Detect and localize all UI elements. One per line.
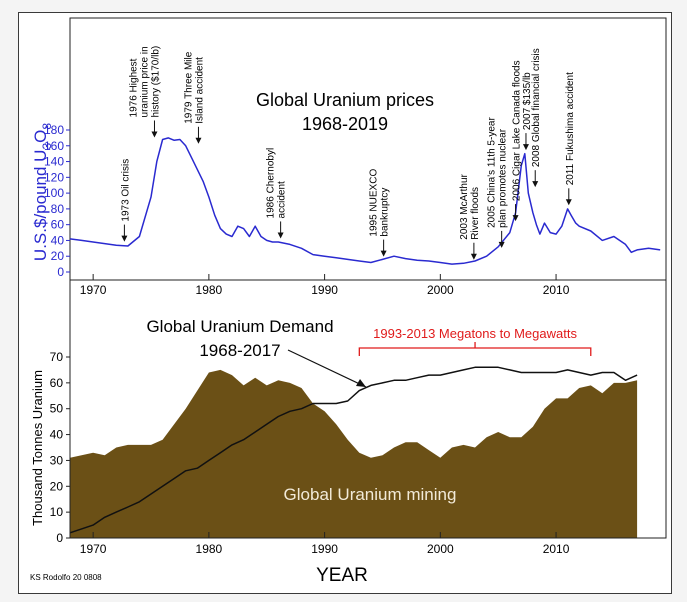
annotation-arrowhead bbox=[151, 131, 158, 138]
demand-x-tick-label: 1980 bbox=[196, 542, 223, 556]
demand-chart-title: Global Uranium Demand bbox=[146, 317, 333, 336]
annotation-label: 2006 Cigar Lake Canada floods bbox=[512, 60, 523, 201]
annotation-label: 2003 McArthur bbox=[459, 173, 470, 239]
annotation-arrowhead bbox=[380, 250, 387, 257]
price-y-tick-label: 180 bbox=[44, 123, 64, 137]
annotation-label: Island accident bbox=[195, 57, 206, 124]
annotation-label: 1976 Highest bbox=[129, 58, 140, 117]
annotation-arrowhead bbox=[121, 235, 128, 242]
price-chart-subtitle: 1968-2019 bbox=[302, 114, 388, 134]
demand-y-ticks: 0 10 20 30 40 50 60 70 bbox=[50, 350, 70, 545]
annotation-arrowhead bbox=[532, 181, 539, 188]
megatons-bracket: 1993-2013 Megatons to Megawatts bbox=[358, 326, 592, 356]
mining-area bbox=[70, 369, 638, 538]
annotation-label: 1973 Oil crisis bbox=[120, 159, 131, 222]
mining-area-label: Global Uranium mining bbox=[284, 485, 457, 504]
demand-x-tick-label: 2000 bbox=[427, 542, 454, 556]
annotation-label: plan promotes nuclear bbox=[498, 128, 509, 228]
price-y-tick-label: 60 bbox=[51, 218, 65, 232]
annotation-label: River floods bbox=[470, 187, 481, 240]
annotation-arrowhead bbox=[565, 199, 572, 206]
price-series bbox=[69, 137, 661, 265]
demand-y-tick-label: 10 bbox=[50, 505, 64, 519]
demand-x-tick-label: 2010 bbox=[543, 542, 570, 556]
annotation-arrowhead bbox=[512, 215, 519, 222]
annotation-label: bankruptcy bbox=[380, 188, 391, 237]
price-x-ticks: 1970 1980 1990 2000 2010 bbox=[80, 274, 570, 297]
annotation-arrowhead bbox=[522, 144, 529, 151]
annotation-label: 1986 Chernobyl bbox=[266, 148, 277, 219]
demand-title-arrowhead bbox=[356, 379, 366, 387]
price-axis-label: U.S.$/pound U3O8 bbox=[31, 123, 54, 261]
price-y-tick-label: 120 bbox=[44, 170, 64, 184]
price-x-tick-label: 2000 bbox=[427, 283, 454, 297]
price-y-tick-label: 160 bbox=[44, 139, 64, 153]
credit-text: KS Rodolfo 20 0808 bbox=[30, 573, 102, 582]
price-x-tick-label: 1970 bbox=[80, 283, 107, 297]
annotation-label: uranium price in bbox=[140, 46, 151, 117]
demand-title-pointer bbox=[287, 349, 367, 388]
demand-series bbox=[69, 366, 638, 534]
price-x-tick-label: 1990 bbox=[311, 283, 338, 297]
price-chart: Global Uranium prices 1968-2019 U.S.$/po… bbox=[31, 17, 667, 297]
price-axis-label-mid: O bbox=[31, 130, 50, 143]
price-y-tick-label: 80 bbox=[51, 202, 65, 216]
demand-chart-subtitle: 1968-2017 bbox=[199, 341, 280, 360]
annotation-label: 2005 China's 11th 5-year bbox=[487, 117, 498, 228]
price-axis-label-sub1: 3 bbox=[40, 143, 54, 150]
price-y-tick-label: 140 bbox=[44, 155, 64, 169]
price-y-tick-label: 0 bbox=[57, 265, 64, 279]
demand-y-tick-label: 50 bbox=[50, 402, 64, 416]
price-y-tick-label: 40 bbox=[51, 233, 65, 247]
demand-x-tick-label: 1970 bbox=[80, 542, 107, 556]
annotation-label: 2007 $135/lb bbox=[522, 72, 533, 130]
annotation-arrowhead bbox=[277, 232, 284, 239]
annotation-label: history ($170/lb) bbox=[151, 46, 162, 118]
annotation-arrowhead bbox=[470, 253, 477, 260]
price-annotations: 1973 Oil crisis 1976 Highest uranium price… bbox=[120, 46, 576, 260]
price-x-tick-label: 2010 bbox=[543, 283, 570, 297]
price-y-tick-label: 20 bbox=[51, 249, 65, 263]
demand-chart: 0 10 20 30 40 50 60 70 1970 1980 1990 2000 2010 Tho… bbox=[30, 279, 667, 586]
price-chart-title: Global Uranium prices bbox=[256, 90, 434, 110]
price-axis-label-main: U.S.$/pound U bbox=[31, 150, 50, 262]
demand-x-tick-label: 1990 bbox=[311, 542, 338, 556]
annotation-label: 2011 Fukushima accident bbox=[565, 72, 576, 185]
demand-x-ticks: 1970 1980 1990 2000 2010 bbox=[80, 532, 570, 556]
x-axis-label: YEAR bbox=[316, 565, 368, 586]
megatons-label: 1993-2013 Megatons to Megawatts bbox=[373, 326, 577, 341]
price-x-tick-label: 1980 bbox=[196, 283, 223, 297]
annotation-arrowhead bbox=[498, 241, 505, 248]
megatons-bracket-line bbox=[358, 347, 592, 356]
annotation-label: 1995 NUEXCO bbox=[369, 169, 380, 237]
demand-y-tick-label: 20 bbox=[50, 479, 64, 493]
annotation-label: accident bbox=[277, 181, 288, 218]
demand-y-tick-label: 40 bbox=[50, 428, 64, 442]
price-line bbox=[69, 137, 661, 265]
demand-y-tick-label: 30 bbox=[50, 453, 64, 467]
annotation-label: 1979 Three Mile bbox=[184, 51, 195, 124]
demand-y-tick-label: 60 bbox=[50, 376, 64, 390]
annotation-label: 2008 Global financial crisis bbox=[531, 48, 542, 167]
price-y-tick-label: 100 bbox=[44, 186, 64, 200]
price-axis-label-sub2: 8 bbox=[40, 123, 54, 130]
demand-y-tick-label: 0 bbox=[56, 531, 63, 545]
mining-series bbox=[70, 369, 638, 538]
demand-axis-label: Thousand Tonnes Uranium bbox=[30, 370, 45, 526]
annotation-arrowhead bbox=[195, 137, 202, 144]
demand-y-tick-label: 70 bbox=[50, 350, 64, 364]
demand-line bbox=[69, 366, 638, 534]
